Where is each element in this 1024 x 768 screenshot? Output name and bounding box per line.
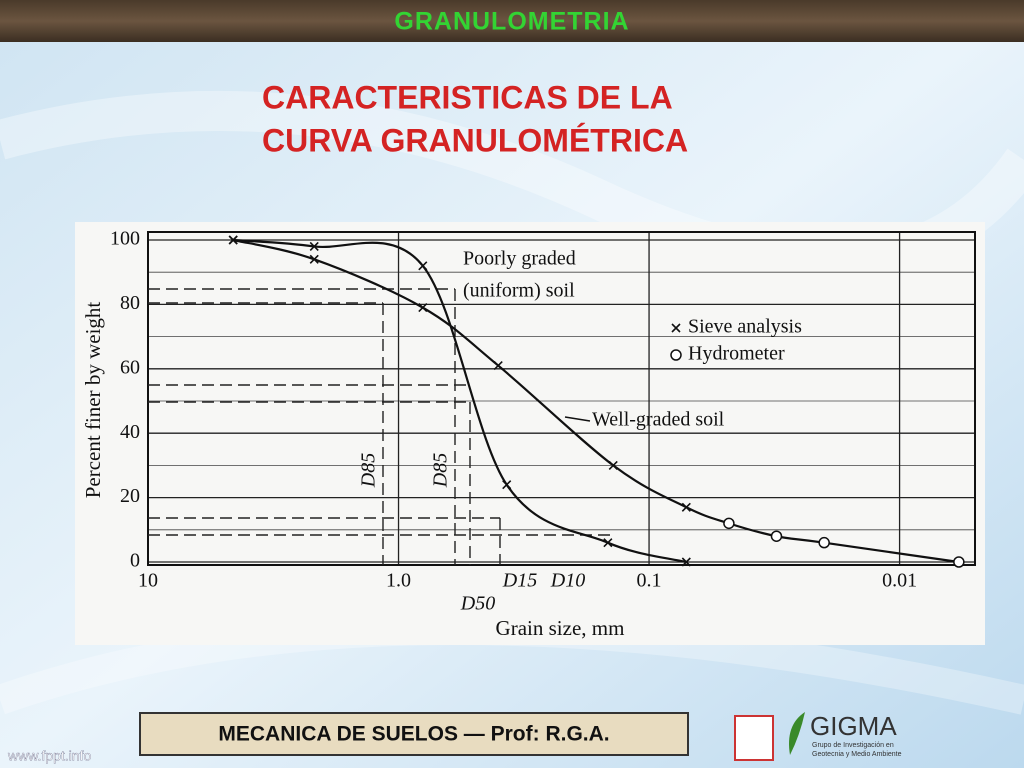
legend-marker (670, 349, 682, 361)
sieve-marker (603, 538, 613, 548)
footer: MECANICA DE SUELOS — Prof: R.G.A. (218, 723, 609, 746)
sieve-marker (418, 261, 428, 271)
hydrometer-marker (770, 530, 783, 542)
header: GRANULOMETRIA (394, 8, 629, 36)
slide-title: CARACTERISTICAS DE LA (262, 79, 673, 115)
annotation: (uniform) soil (463, 280, 575, 302)
hydrometer-marker (723, 517, 735, 530)
sieve-marker (228, 235, 238, 245)
logo-shield (734, 715, 774, 761)
y-tick-label: 60 (120, 356, 140, 378)
d-label: D50 (460, 593, 495, 615)
hydrometer-marker (953, 556, 965, 568)
sieve-marker (493, 361, 503, 371)
header-bar (0, 0, 1024, 42)
y-tick-label: 20 (120, 485, 140, 507)
x-tick-label: 1.0 (386, 570, 411, 592)
curve (232, 238, 960, 564)
logo-name: GIGMA (810, 711, 897, 741)
x-tick-label: 0.01 (882, 570, 917, 592)
sieve-marker (418, 303, 428, 313)
legend-label: Hydrometer (688, 343, 785, 365)
chart: 0 20 40 60 80 100 10 1.0 0.1 0.01 Grain size, mm Pe… (75, 222, 985, 645)
annotation: Well-graded soil (592, 409, 725, 431)
sieve-marker (608, 460, 618, 470)
logo-subtitle: Grupo de Investigación en (812, 742, 894, 749)
x-tick-label: 0.1 (637, 570, 662, 592)
annotation: Poorly graded (463, 248, 576, 270)
y-tick-label: 0 (130, 550, 140, 572)
x-tick-label: 10 (138, 570, 158, 592)
sieve-marker (502, 480, 512, 490)
legend-marker (671, 323, 681, 333)
plot-frame (147, 231, 976, 566)
d-label: D85 (430, 453, 452, 488)
sieve-marker (309, 241, 319, 252)
y-tick-label: 100 (110, 228, 140, 250)
y-tick-label: 80 (120, 292, 140, 314)
annotation-leader (564, 416, 591, 422)
website: www.fppt.info (7, 748, 91, 764)
logo-subtitle: Geotecnia y Medio Ambiente (812, 751, 902, 758)
d-label: D85 (358, 453, 380, 488)
legend-label: Sieve analysis (688, 316, 802, 338)
d-label: D10 (550, 570, 585, 592)
slide-title: CURVA GRANULOMÉTRICA (262, 122, 688, 158)
sieve-marker (681, 557, 691, 567)
footer-box (139, 712, 689, 756)
x-axis-label: Grain size, mm (496, 616, 625, 640)
y-axis-label: Percent finer by weight (81, 302, 105, 499)
logo-leaf (789, 712, 805, 755)
sieve-marker (681, 502, 691, 512)
sieve-marker (309, 254, 319, 264)
y-tick-label: 40 (120, 421, 140, 443)
hydrometer-marker (818, 536, 830, 549)
d-label: D15 (502, 570, 537, 592)
